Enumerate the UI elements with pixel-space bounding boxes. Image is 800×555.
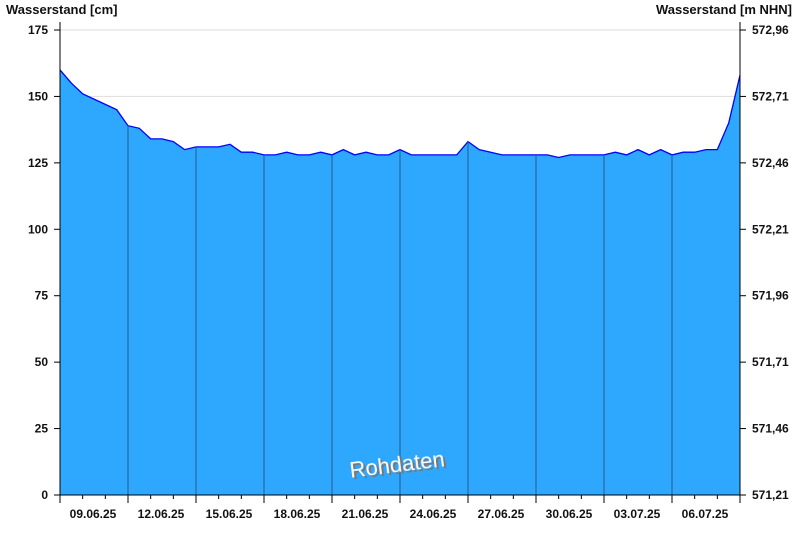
y-tick-label-left: 175 [28,23,48,37]
x-tick-label: 06.07.25 [682,507,729,521]
x-tick-label: 03.07.25 [614,507,661,521]
x-tick-label: 27.06.25 [478,507,525,521]
y-axis-right-label: Wasserstand [m NHN] [656,2,792,17]
y-tick-label-right: 571,46 [752,422,789,436]
x-tick-label: 09.06.25 [70,507,117,521]
y-tick-label-right: 572,46 [752,156,789,170]
x-tick-label: 21.06.25 [342,507,389,521]
y-tick-label-right: 572,96 [752,23,789,37]
x-tick-label: 15.06.25 [206,507,253,521]
y-tick-label-left: 50 [35,355,49,369]
x-tick-label: 18.06.25 [274,507,321,521]
x-tick-label: 30.06.25 [546,507,593,521]
y-tick-label-left: 100 [28,222,48,236]
y-tick-label-right: 571,96 [752,289,789,303]
y-tick-label-left: 25 [35,422,49,436]
y-tick-label-right: 571,21 [752,488,789,502]
y-tick-label-left: 150 [28,89,48,103]
y-tick-label-right: 572,71 [752,89,789,103]
y-axis-left-label: Wasserstand [cm] [6,2,118,17]
y-tick-label-right: 571,71 [752,355,789,369]
y-tick-label-left: 75 [35,289,49,303]
y-tick-label-left: 125 [28,156,48,170]
y-tick-label-right: 572,21 [752,222,789,236]
x-tick-label: 12.06.25 [138,507,185,521]
y-tick-label-left: 0 [41,488,48,502]
x-tick-label: 24.06.25 [410,507,457,521]
